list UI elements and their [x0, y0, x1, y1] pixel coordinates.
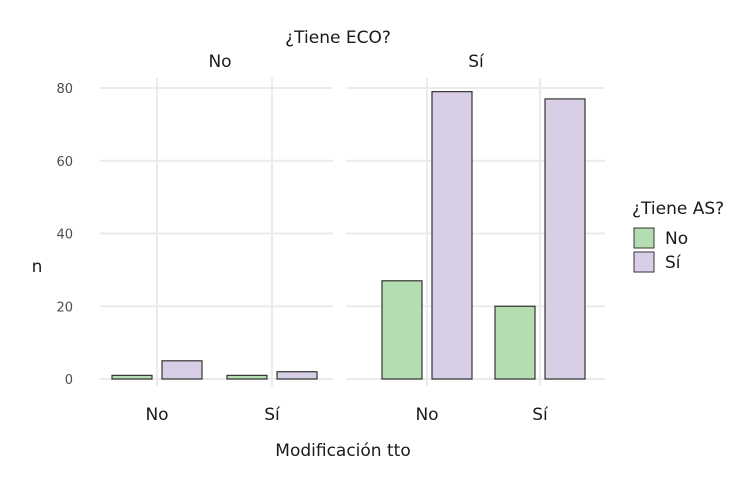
legend-swatch-no — [633, 227, 655, 249]
x-tick-label: Sí — [532, 405, 549, 425]
bar-No-No-Sí — [161, 360, 203, 380]
y-tick-label: 0 — [65, 373, 73, 388]
legend: ¿Tiene AS? No Sí — [632, 199, 724, 273]
facet-label-si: Sí — [468, 52, 485, 72]
x-tick-label: No — [145, 405, 168, 425]
facet-title: ¿Tiene ECO? — [285, 28, 391, 48]
bar-Sí-Sí-Sí — [544, 98, 586, 380]
bar-No-No-No — [111, 374, 153, 380]
x-tick-label: Sí — [264, 405, 281, 425]
bar-No-Sí-No — [226, 374, 268, 380]
bar-No-Sí-Sí — [276, 371, 318, 380]
legend-label-si: Sí — [665, 253, 682, 273]
y-tick-label: 60 — [56, 155, 73, 170]
facet-label-no: No — [208, 52, 231, 72]
y-tick-label: 80 — [56, 82, 73, 97]
legend-label-no: No — [665, 229, 688, 249]
bar-Sí-No-Sí — [431, 91, 473, 380]
legend-title: ¿Tiene AS? — [632, 199, 724, 219]
y-tick-label: 20 — [56, 300, 73, 315]
y-tick-label: 40 — [56, 228, 73, 243]
legend-swatch-si — [633, 251, 655, 273]
bar-Sí-Sí-No — [494, 305, 536, 380]
x-tick-label: No — [415, 405, 438, 425]
y-axis-label: n — [32, 257, 43, 277]
x-axis-label: Modificación tto — [275, 441, 410, 461]
bar-Sí-No-No — [381, 280, 423, 380]
